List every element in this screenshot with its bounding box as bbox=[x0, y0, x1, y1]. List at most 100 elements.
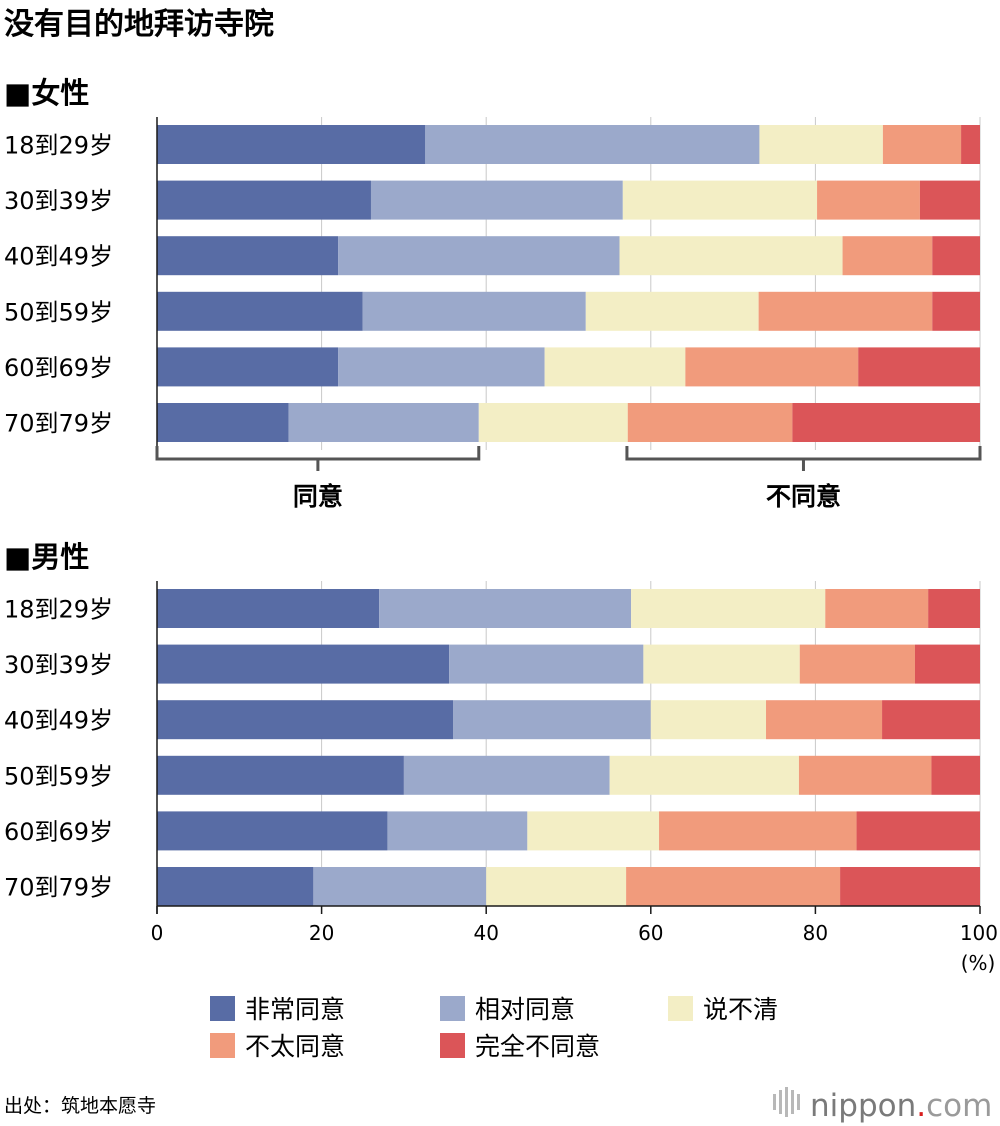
bar-segment bbox=[882, 700, 980, 740]
bar-segment bbox=[157, 403, 289, 442]
bar-segment bbox=[961, 125, 980, 164]
bar-segment bbox=[313, 867, 487, 906]
bar-segment bbox=[478, 403, 628, 442]
category-label: 60到69岁 bbox=[4, 818, 113, 846]
bar-segment bbox=[650, 700, 767, 740]
bar-segment bbox=[759, 125, 883, 164]
panel-title-male: ■男性 bbox=[4, 540, 89, 574]
bar-segment bbox=[817, 180, 920, 220]
bar-segment bbox=[840, 867, 980, 906]
legend-swatch bbox=[210, 1033, 235, 1058]
legend-label: 非常同意 bbox=[245, 995, 345, 1024]
category-label: 70到79岁 bbox=[4, 874, 113, 902]
x-tick-label: 40 bbox=[473, 921, 498, 945]
bar-segment bbox=[157, 644, 450, 684]
category-label: 30到39岁 bbox=[4, 651, 113, 679]
legend-swatch bbox=[668, 996, 693, 1021]
x-tick-label: 0 bbox=[151, 921, 164, 945]
bar-segment bbox=[157, 811, 388, 851]
bar-segment bbox=[370, 180, 623, 220]
bar-segment bbox=[157, 700, 454, 740]
category-label: 50到59岁 bbox=[4, 762, 113, 790]
bar-segment bbox=[362, 291, 586, 331]
bar-segment bbox=[766, 700, 883, 740]
category-label: 70到79岁 bbox=[4, 410, 113, 438]
bar-segment bbox=[453, 700, 651, 740]
bar-segment bbox=[157, 347, 339, 387]
panel-female: 18到29岁 30到39岁 40到49岁 50到59岁 60到69岁 70到79岁 bbox=[4, 117, 981, 450]
source-note: 出处：筑地本愿寺 bbox=[4, 1095, 156, 1117]
bar-segment bbox=[157, 291, 363, 331]
bar-segment bbox=[627, 403, 793, 442]
bar-segment bbox=[919, 180, 980, 220]
bar-segment bbox=[544, 347, 686, 387]
category-label: 60到69岁 bbox=[4, 354, 113, 382]
bar-segment bbox=[758, 291, 933, 331]
bar-segment bbox=[858, 347, 980, 387]
bar-segment bbox=[882, 125, 962, 164]
bar-segment bbox=[157, 236, 339, 276]
bar-segment bbox=[449, 644, 644, 684]
panel-male: 18到29岁 30到39岁 40到49岁 50到59岁 60到69岁 70到79岁 bbox=[4, 581, 981, 914]
x-tick-label: 20 bbox=[309, 921, 334, 945]
bar-segment bbox=[856, 811, 980, 851]
bar-segment bbox=[585, 291, 759, 331]
bar-segment bbox=[825, 589, 929, 628]
bar-segment bbox=[486, 867, 627, 906]
bar-segment bbox=[157, 755, 404, 795]
legend-label: 完全不同意 bbox=[475, 1032, 600, 1061]
category-label: 40到49岁 bbox=[4, 707, 113, 735]
bracket bbox=[155, 446, 481, 471]
bar-segment bbox=[842, 236, 933, 276]
nippon-logo-suffix: com bbox=[926, 1088, 992, 1124]
bar-segment bbox=[387, 811, 528, 851]
x-tick-label: 100 bbox=[960, 921, 998, 945]
legend-label: 不太同意 bbox=[245, 1032, 345, 1061]
bracket-label: 不同意 bbox=[766, 482, 841, 511]
bar-segment bbox=[928, 589, 980, 628]
legend-swatch bbox=[440, 996, 465, 1021]
x-axis: 0 20 40 60 80 100 bbox=[151, 905, 998, 945]
bar-segment bbox=[685, 347, 859, 387]
bar-segment bbox=[288, 403, 479, 442]
bar-segment bbox=[527, 811, 660, 851]
bracket-label: 同意 bbox=[293, 482, 343, 511]
bar-segment bbox=[379, 589, 632, 628]
category-label: 18到29岁 bbox=[4, 132, 113, 160]
bar-segment bbox=[799, 644, 915, 684]
bar-segment bbox=[931, 755, 980, 795]
bar-segment bbox=[631, 589, 826, 628]
legend-label: 相对同意 bbox=[475, 995, 575, 1024]
category-label: 30到39岁 bbox=[4, 187, 113, 215]
bar-segment bbox=[338, 236, 620, 276]
bar-segment bbox=[659, 811, 857, 851]
bar-segment bbox=[425, 125, 760, 164]
legend-label: 说不清 bbox=[703, 995, 778, 1024]
legend-swatch bbox=[440, 1033, 465, 1058]
nippon-logo-name: nippon bbox=[810, 1088, 916, 1124]
bar-segment bbox=[157, 867, 314, 906]
bar-segment bbox=[157, 180, 371, 220]
bar-segment bbox=[609, 755, 799, 795]
nippon-logo-dot: . bbox=[916, 1088, 926, 1124]
bar-segment bbox=[914, 644, 980, 684]
bar-segment bbox=[622, 180, 818, 220]
chart-title: 没有目的地拜访寺院 bbox=[4, 7, 274, 42]
nippon-logo-mark bbox=[773, 1087, 800, 1117]
panel-title-female: ■女性 bbox=[4, 76, 89, 110]
nippon-logo-text: nippon.com bbox=[810, 1088, 992, 1124]
bar-segment bbox=[157, 589, 380, 628]
bar-segment bbox=[932, 291, 980, 331]
bar-segment bbox=[157, 125, 426, 164]
bar-segment bbox=[403, 755, 610, 795]
agree-disagree-brackets: 同意 不同意 bbox=[155, 446, 982, 511]
legend-swatch bbox=[210, 996, 235, 1021]
x-tick-label: 80 bbox=[803, 921, 828, 945]
nippon-logo: nippon.com bbox=[773, 1087, 992, 1124]
bar-segment bbox=[626, 867, 841, 906]
x-tick-label: 60 bbox=[638, 921, 663, 945]
category-label: 40到49岁 bbox=[4, 243, 113, 271]
x-axis-unit: (%) bbox=[961, 951, 996, 975]
